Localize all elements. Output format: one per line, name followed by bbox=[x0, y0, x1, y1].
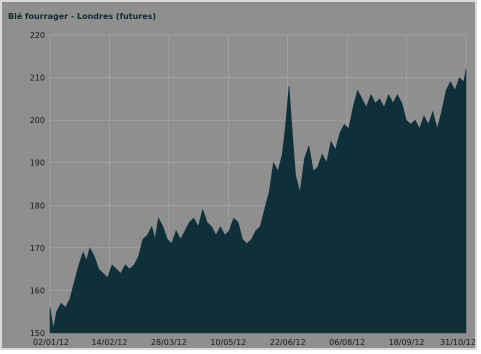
y-tick-label: 190 bbox=[30, 159, 45, 168]
x-tick-label: 14/02/12 bbox=[91, 338, 127, 347]
y-tick-label: 180 bbox=[30, 201, 45, 210]
x-tick-label: 18/09/12 bbox=[389, 338, 425, 347]
x-tick-label: 28/03/12 bbox=[151, 338, 187, 347]
x-tick-label: 22/06/12 bbox=[270, 338, 306, 347]
x-tick-label: 31/10/12 bbox=[440, 338, 476, 347]
y-axis: 150 160 170 180 190 200 210 220 bbox=[30, 31, 45, 338]
x-tick-label: 02/01/12 bbox=[33, 338, 69, 347]
series-area bbox=[49, 69, 467, 334]
y-tick-label: 170 bbox=[30, 244, 45, 253]
y-tick-label: 150 bbox=[30, 329, 45, 338]
x-tick-label: 10/05/12 bbox=[210, 338, 246, 347]
x-axis: 02/01/12 14/02/12 28/03/12 10/05/12 22/06/12… bbox=[33, 338, 476, 347]
y-tick-label: 200 bbox=[30, 116, 45, 125]
y-tick-label: 220 bbox=[30, 31, 45, 40]
x-tick-label: 06/08/12 bbox=[329, 338, 365, 347]
y-tick-label: 160 bbox=[30, 286, 45, 295]
chart-title: Blé fourrager - Londres (futures) bbox=[8, 11, 156, 21]
y-tick-label: 210 bbox=[30, 74, 45, 83]
